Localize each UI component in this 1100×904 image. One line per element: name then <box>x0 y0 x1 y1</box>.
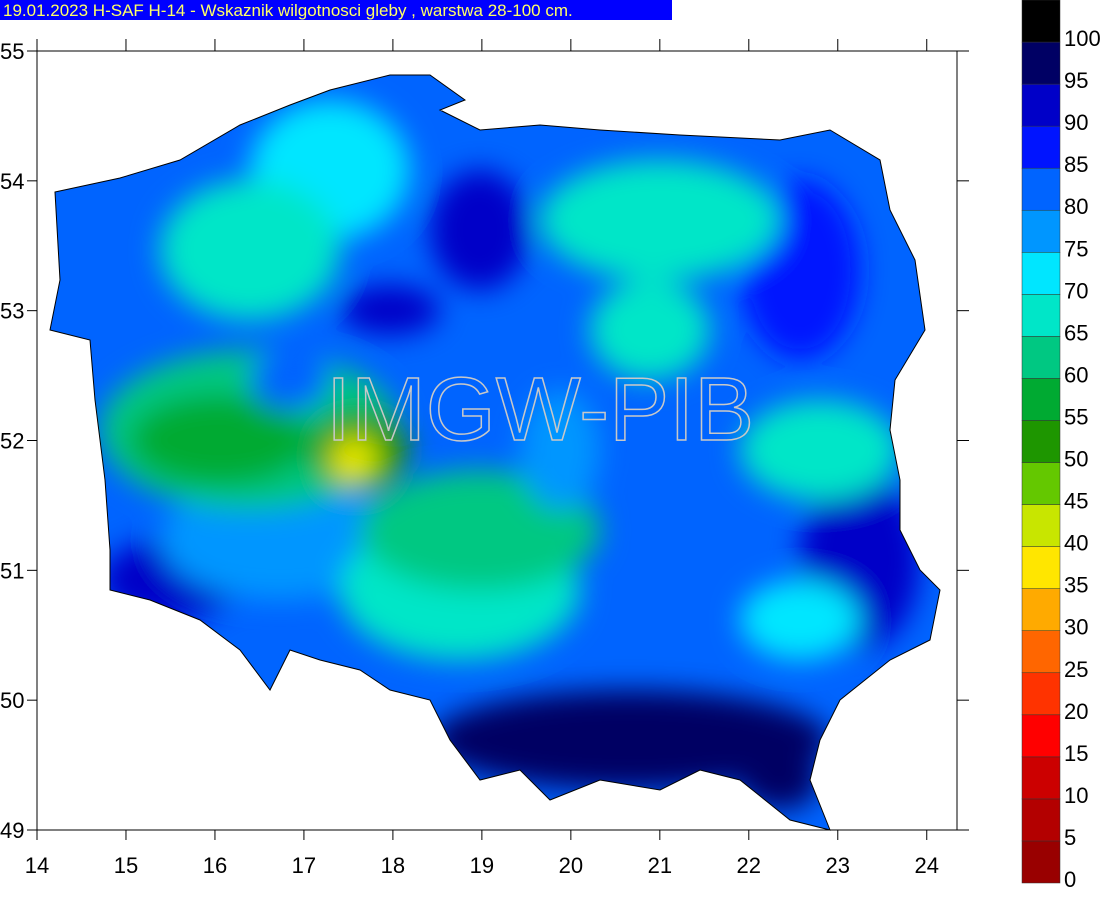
x-tick-label: 16 <box>203 853 227 878</box>
color-band <box>1021 630 1061 674</box>
color-band <box>1021 756 1061 800</box>
y-tick-label: 49 <box>0 818 24 843</box>
legend-label: 70 <box>1064 278 1088 303</box>
watermark: IMGW-PIB <box>326 360 754 460</box>
legend-label: 35 <box>1064 573 1088 598</box>
legend-label: 95 <box>1064 68 1088 93</box>
legend-label: 5 <box>1064 825 1076 850</box>
x-tick-label: 22 <box>737 853 761 878</box>
legend-label: 75 <box>1064 236 1088 261</box>
legend-label: 10 <box>1064 783 1088 808</box>
country-border <box>49 74 941 831</box>
legend-label: 55 <box>1064 404 1088 429</box>
title-box <box>0 0 672 20</box>
x-tick-label: 24 <box>915 853 939 878</box>
color-band <box>1021 167 1061 211</box>
legend-label: 20 <box>1064 699 1088 724</box>
legend-label: 50 <box>1064 447 1088 472</box>
color-band <box>1021 588 1061 631</box>
legend-label: 30 <box>1064 615 1088 640</box>
x-tick-label: 14 <box>25 853 49 878</box>
legend-label: 85 <box>1064 152 1088 177</box>
color-band <box>1021 798 1061 842</box>
x-tick-label: 18 <box>381 853 405 878</box>
color-band <box>1021 294 1061 337</box>
y-tick-label: 50 <box>0 688 24 713</box>
legend-label: 25 <box>1064 657 1088 682</box>
legend-label: 80 <box>1064 194 1088 219</box>
color-band <box>1021 41 1061 85</box>
color-band <box>1021 252 1061 295</box>
legend-label: 0 <box>1064 867 1076 892</box>
x-tick-label: 15 <box>114 853 138 878</box>
legend-label: 90 <box>1064 110 1088 135</box>
x-tick-label: 17 <box>292 853 316 878</box>
color-band <box>1021 504 1061 547</box>
color-band <box>1021 83 1061 127</box>
x-tick-label: 23 <box>826 853 850 878</box>
color-band <box>1021 378 1061 421</box>
y-tick-label: 53 <box>0 299 24 324</box>
y-tick-label: 55 <box>0 39 24 64</box>
color-band <box>1021 420 1061 463</box>
legend-label: 15 <box>1064 741 1088 766</box>
color-band <box>1021 125 1061 169</box>
x-tick-label: 19 <box>470 853 494 878</box>
y-tick-label: 51 <box>0 558 24 583</box>
legend-label: 60 <box>1064 362 1088 387</box>
color-band <box>1021 462 1061 505</box>
y-tick-label: 52 <box>0 429 24 454</box>
y-tick-label: 54 <box>0 169 24 194</box>
color-band <box>1021 714 1061 758</box>
legend-label: 40 <box>1064 531 1088 556</box>
color-band <box>1021 672 1061 716</box>
soil-moisture-field <box>50 75 940 830</box>
x-tick-label: 20 <box>559 853 583 878</box>
title: 19.01.2023 H-SAF H-14 - Wskaznik wilgotn… <box>3 1 573 20</box>
color-band <box>1021 209 1061 253</box>
color-band <box>1021 336 1061 379</box>
legend-label: 100 <box>1064 26 1100 51</box>
color-band <box>1021 0 1061 43</box>
legend-label: 65 <box>1064 320 1088 345</box>
x-tick-label: 21 <box>648 853 672 878</box>
color-band <box>1021 546 1061 589</box>
color-band <box>1021 840 1061 884</box>
legend-label: 45 <box>1064 489 1088 514</box>
